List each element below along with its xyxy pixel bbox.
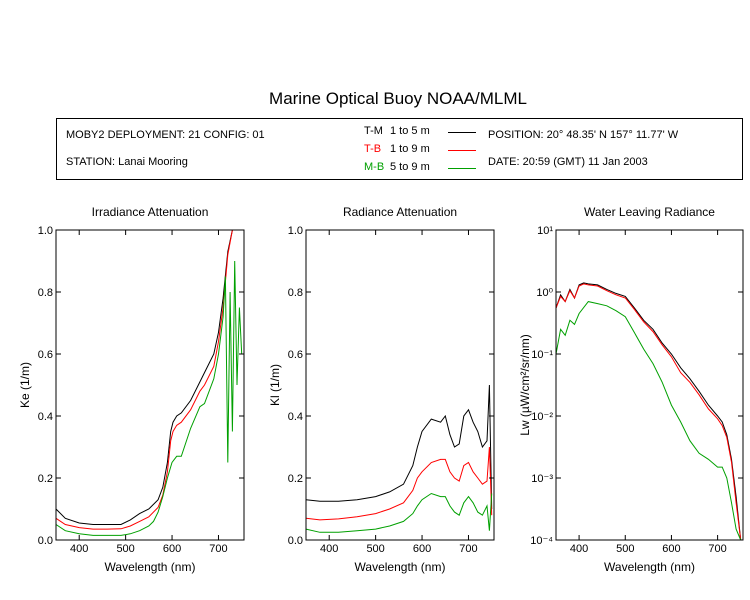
legend-range: 5 to 9 m — [390, 161, 430, 173]
x-tick-label: 500 — [616, 543, 634, 555]
legend-line — [448, 150, 476, 151]
chart-title: Water Leaving Radiance — [584, 205, 715, 219]
y-tick-label: 10⁻³ — [531, 473, 553, 485]
y-axis-label: Ke (1/m) — [18, 362, 32, 408]
y-tick-label: 0.2 — [38, 473, 53, 485]
x-axis-label: Wavelength (nm) — [355, 560, 446, 574]
x-tick-label: 700 — [209, 543, 227, 555]
x-tick-label: 400 — [70, 543, 88, 555]
x-tick-label: 700 — [708, 543, 726, 555]
x-tick-label: 600 — [662, 543, 680, 555]
series-line-t-b — [305, 446, 493, 521]
y-axis-label: Lw (µW/cm²/sr/nm) — [518, 334, 532, 436]
chart-panel-1: Irradiance Attenuation 400 500 600 700 0.0 0.2… — [18, 205, 245, 574]
legend-range: 1 to 5 m — [390, 125, 430, 137]
y-tick-label: 0.6 — [288, 349, 303, 361]
legend-code: T-B — [364, 143, 382, 155]
info-box: MOBY2 DEPLOYMENT: 21 CONFIG: 01 STATION:… — [56, 118, 743, 180]
legend-code: T-M — [364, 125, 383, 137]
legend-line — [448, 168, 476, 169]
plot-frame — [555, 229, 744, 541]
legend-entry-t-b: T-B 1 to 9 m — [364, 143, 476, 155]
chart-panel-3: Water Leaving Radiance 400 500 600 700 10⁻⁴ 10… — [518, 205, 744, 574]
legend-line — [448, 132, 476, 133]
y-tick-label: 10⁻¹ — [531, 349, 553, 361]
station-text: STATION: Lanai Mooring — [66, 156, 188, 168]
x-axis-label: Wavelength (nm) — [105, 560, 196, 574]
x-tick-label: 600 — [413, 543, 431, 555]
series-line-m-b — [55, 260, 243, 536]
series-line-t-m — [555, 282, 742, 541]
series-line-t-m — [305, 384, 493, 510]
chart-title: Irradiance Attenuation — [92, 205, 209, 219]
y-tick-label: 1.0 — [288, 225, 303, 237]
x-tick-label: 600 — [163, 543, 181, 555]
y-tick-label: 10¹ — [537, 225, 553, 237]
position-text: POSITION: 20° 48.35' N 157° 11.77' W — [488, 129, 679, 141]
legend-entry-m-b: M-B 5 to 9 m — [364, 161, 476, 173]
plot-frame — [55, 229, 245, 541]
x-tick-label: 700 — [459, 543, 477, 555]
x-axis-label: Wavelength (nm) — [604, 560, 695, 574]
y-tick-label: 10⁻² — [531, 411, 553, 423]
y-tick-label: 1.0 — [38, 225, 53, 237]
series-line-t-b — [55, 229, 242, 530]
y-tick-label: 0.0 — [288, 535, 303, 547]
legend-code: M-B — [364, 161, 385, 173]
legend-entry-t-m: T-M 1 to 5 m — [364, 125, 476, 137]
y-axis-label: Kl (1/m) — [268, 364, 282, 406]
plot-frame — [305, 229, 495, 541]
y-tick-label: 10⁻⁴ — [530, 535, 553, 547]
y-tick-label: 10⁰ — [536, 287, 553, 299]
series-line-t-m — [55, 229, 242, 525]
page-title: Marine Optical Buoy NOAA/MLML — [269, 89, 527, 108]
chart-title: Radiance Attenuation — [343, 205, 457, 219]
x-tick-label: 500 — [366, 543, 384, 555]
x-tick-label: 500 — [116, 543, 134, 555]
y-tick-label: 0.4 — [38, 411, 53, 423]
x-tick-label: 400 — [570, 543, 588, 555]
date-text: DATE: 20:59 (GMT) 11 Jan 2003 — [488, 156, 648, 168]
chart-panel-2: Radiance Attenuation 400 500 600 700 0.0 0.2 0.… — [268, 205, 495, 574]
y-tick-label: 0.6 — [38, 349, 53, 361]
deployment-text: MOBY2 DEPLOYMENT: 21 CONFIG: 01 — [66, 129, 265, 141]
series-line-m-b — [555, 301, 742, 541]
series-line-m-b — [305, 492, 493, 533]
y-tick-label: 0.8 — [38, 287, 53, 299]
y-tick-label: 0.2 — [288, 473, 303, 485]
x-tick-label: 400 — [320, 543, 338, 555]
y-tick-label: 0.4 — [288, 411, 303, 423]
y-tick-label: 0.8 — [288, 287, 303, 299]
y-tick-label: 0.0 — [38, 535, 53, 547]
series-line-t-b — [555, 283, 742, 541]
legend-range: 1 to 9 m — [390, 143, 430, 155]
